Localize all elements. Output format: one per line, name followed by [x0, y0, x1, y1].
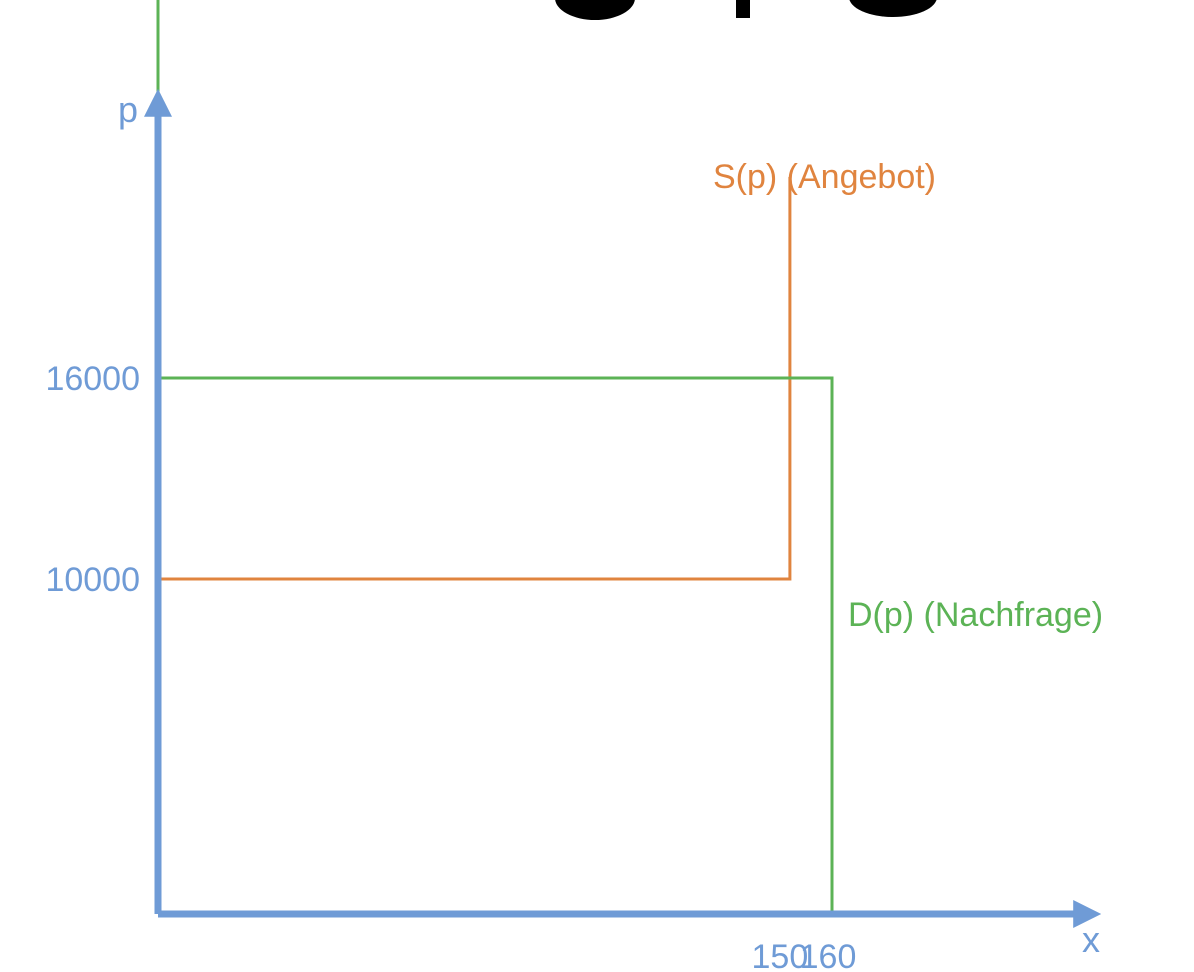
y-tick-label-16000: 16000	[45, 360, 140, 398]
y-tick-label-10000: 10000	[45, 561, 140, 599]
series-label-supply: S(p) (Angebot)	[713, 158, 936, 196]
y-axis-label: p	[118, 89, 138, 130]
series-line-demand	[156, 0, 834, 914]
series-line-supply	[156, 177, 792, 914]
x-axis-label: x	[1082, 919, 1100, 960]
series-label-demand: D(p) (Nachfrage)	[848, 596, 1103, 634]
axes-layer	[144, 88, 1102, 928]
x-tick-label-160: 160	[800, 938, 857, 972]
cropped-title-fragment	[555, 0, 937, 20]
x-tick-label-150: 150	[752, 938, 809, 972]
labels-layer: S(p) (Angebot) D(p) (Nachfrage) p x 10000 160…	[45, 89, 1103, 972]
series-layer	[156, 0, 834, 914]
